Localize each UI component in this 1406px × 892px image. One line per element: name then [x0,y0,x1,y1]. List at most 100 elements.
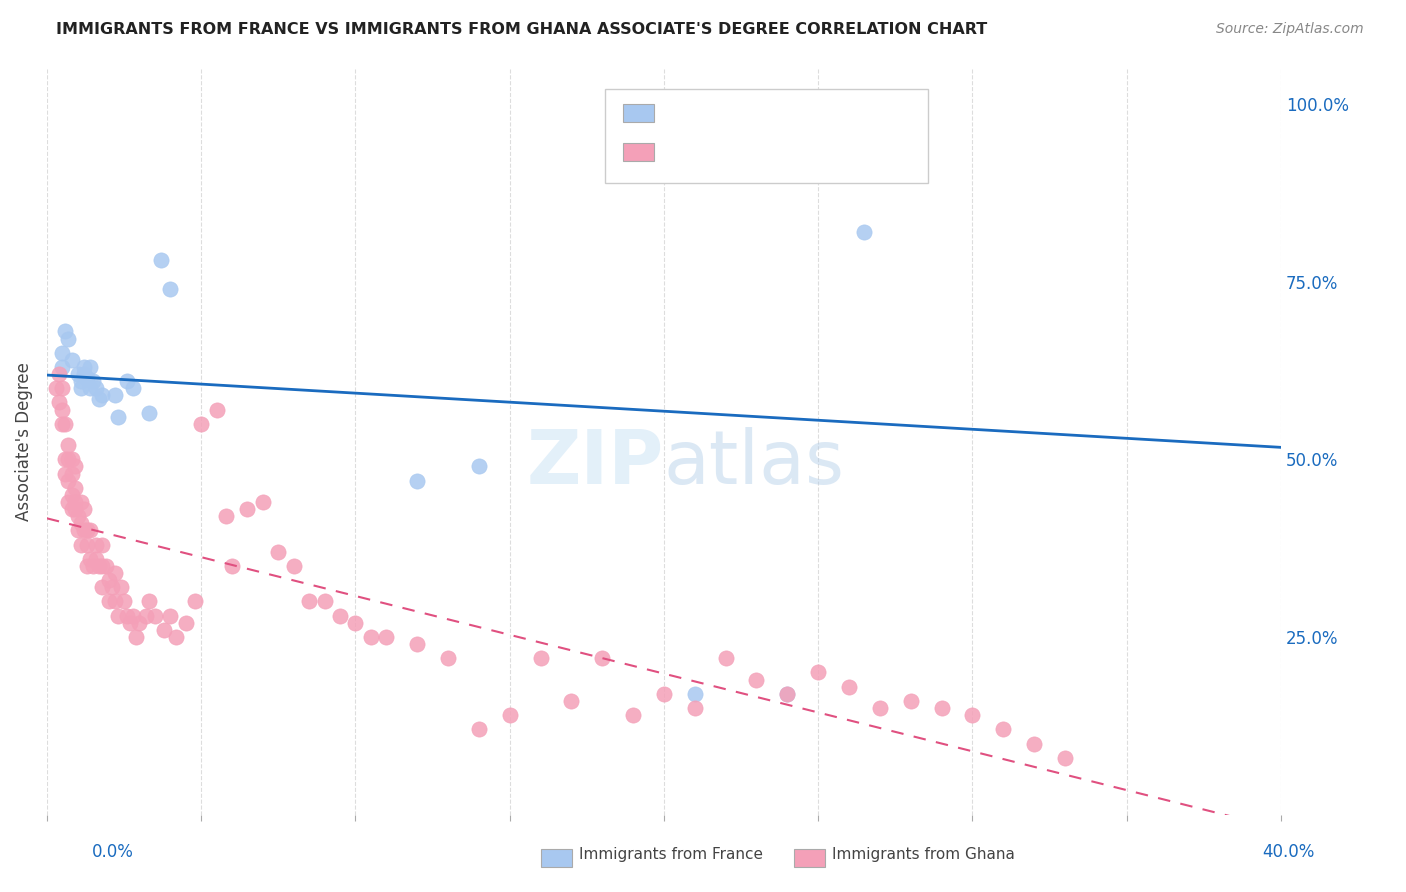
Point [60,488,83,502]
Point [94,558,117,573]
Point [125,630,148,644]
Text: R =: R = [662,143,696,158]
Point [58,474,80,488]
Point [55,452,77,467]
Point [115,608,138,623]
Text: 40.0%: 40.0% [1263,843,1315,861]
Text: N =: N = [761,143,804,158]
Text: Source: ZipAtlas.com: Source: ZipAtlas.com [1216,22,1364,37]
Point [406,474,429,488]
Point [236,502,259,516]
Point [1024,737,1046,751]
Text: 0.198: 0.198 [707,143,755,158]
Point [184,594,207,608]
Point [97,573,120,587]
Point [529,651,551,665]
Point [79,524,101,538]
Point [153,623,176,637]
Point [174,615,197,630]
Point [468,459,491,474]
Point [110,580,132,594]
Point [166,630,188,644]
Point [138,594,160,608]
Point [79,359,101,374]
Point [104,566,127,580]
Point [58,438,80,452]
Text: 30: 30 [820,104,841,120]
Point [66,524,89,538]
Point [91,558,114,573]
Point [993,723,1015,737]
Point [51,345,73,359]
Point [135,608,157,623]
Point [283,558,305,573]
Point [468,723,491,737]
Point [48,395,70,409]
Point [107,409,129,424]
Point [55,467,77,481]
Point [91,388,114,402]
Text: R =: R = [662,104,696,120]
Point [51,402,73,417]
Point [104,388,127,402]
Point [807,665,830,680]
Point [60,352,83,367]
Point [73,359,96,374]
Point [159,608,181,623]
Point [79,381,101,395]
Text: N =: N = [761,104,804,120]
Point [122,381,145,395]
Text: 98: 98 [820,143,841,158]
Text: ZIP: ZIP [527,427,664,500]
Point [69,374,91,388]
Point [82,374,104,388]
Point [128,615,150,630]
Point [73,502,96,516]
Point [51,381,73,395]
Point [55,417,77,431]
Point [838,680,860,694]
Point [79,551,101,566]
Point [76,537,98,551]
Point [69,516,91,531]
Point [89,558,111,573]
Point [344,615,367,630]
Point [375,630,398,644]
Point [97,594,120,608]
Point [91,580,114,594]
Point [621,708,644,723]
Point [60,452,83,467]
Point [150,253,173,268]
Point [60,502,83,516]
Point [51,359,73,374]
Point [714,651,737,665]
Text: IMMIGRANTS FROM FRANCE VS IMMIGRANTS FROM GHANA ASSOCIATE'S DEGREE CORRELATION C: IMMIGRANTS FROM FRANCE VS IMMIGRANTS FRO… [56,22,987,37]
Point [498,708,520,723]
Point [159,282,181,296]
Point [360,630,382,644]
Point [437,651,460,665]
Point [267,544,290,558]
Text: atlas: atlas [664,427,845,500]
Point [853,225,876,239]
Point [221,558,243,573]
Point [63,481,86,495]
Point [73,524,96,538]
Point [69,495,91,509]
Point [931,701,953,715]
Point [329,608,352,623]
Point [63,495,86,509]
Y-axis label: Associate's Degree: Associate's Degree [15,362,32,521]
Point [60,467,83,481]
Point [900,104,922,119]
Point [138,406,160,420]
Point [120,615,142,630]
Point [69,381,91,395]
Point [51,417,73,431]
Point [58,495,80,509]
Point [652,687,675,701]
Point [76,370,98,384]
Point [115,374,138,388]
Point [45,381,67,395]
Point [252,495,274,509]
